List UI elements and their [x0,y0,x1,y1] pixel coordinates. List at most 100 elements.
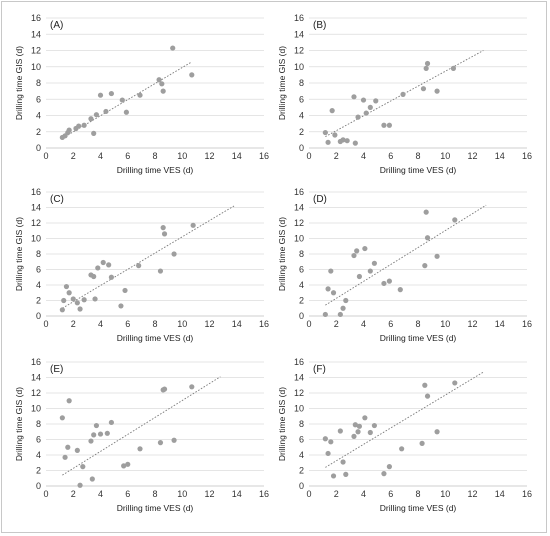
data-point [91,273,97,280]
x-tick-label: 0 [43,151,48,161]
data-point [137,446,143,452]
data-point [160,225,166,231]
data-point [91,130,97,136]
y-axis-label: Drilling time GIS (d) [14,387,24,461]
y-tick-label: 6 [36,435,41,445]
x-tick-label: 0 [306,151,311,161]
data-point [66,398,72,404]
data-point [420,86,427,92]
data-point [88,116,94,122]
trendline [62,61,193,139]
y-tick-label: 14 [31,373,41,383]
data-point [159,81,165,87]
x-tick-label: 16 [522,489,532,499]
data-point [371,260,377,266]
y-tick-label: 16 [294,13,304,23]
x-tick-label: 14 [232,319,242,329]
y-tick-label: 2 [299,127,304,137]
data-point [399,446,405,452]
y-tick-label: 14 [294,203,304,213]
data-point [343,297,349,304]
y-tick-label: 14 [294,373,304,383]
data-point [363,110,369,116]
data-point [104,430,110,436]
data-point [328,439,334,445]
y-tick-label: 0 [36,311,41,321]
x-tick-label: 2 [71,489,76,499]
y-tick-label: 0 [36,481,41,491]
data-point [322,436,328,442]
x-tick-label: 10 [440,489,450,499]
data-point [161,386,168,392]
trendline [325,204,487,306]
data-point [356,423,363,429]
y-tick-label: 2 [299,466,304,476]
data-point [123,109,129,115]
data-point [157,268,164,274]
y-tick-label: 0 [299,143,304,153]
y-tick-label: 12 [294,46,304,56]
y-axis-label: Drilling time GIS (d) [277,217,287,291]
data-point [65,444,71,450]
y-axis-label: Drilling time GIS (d) [14,217,24,291]
x-tick-label: 0 [306,489,311,499]
x-tick-label: 4 [361,151,366,161]
data-point [434,88,440,94]
y-tick-label: 10 [31,234,41,244]
x-tick-label: 14 [495,489,505,499]
data-point [160,88,166,94]
data-point [344,138,350,144]
y-tick-label: 6 [299,94,304,104]
x-tick-label: 14 [232,151,242,161]
data-point [66,290,72,296]
data-point [337,428,343,434]
y-tick-label: 0 [299,481,304,491]
data-point [106,262,112,268]
x-axis-label: Drilling time VES (d) [380,333,457,343]
y-tick-label: 6 [36,265,41,275]
x-tick-label: 0 [306,319,311,329]
data-point [325,139,331,145]
data-point [386,464,392,470]
data-point [322,129,328,136]
data-point [62,454,68,460]
data-point [59,415,65,421]
data-point [108,90,114,97]
y-tick-label: 14 [31,29,41,39]
panel-3: 0 2 4 6 8 10 12 14 16 0 2 4 6 8 10 12 14 16 Drilling time … [14,187,269,343]
data-point [360,97,367,103]
data-point [367,268,373,274]
data-point [424,393,431,399]
data-point [367,429,373,436]
data-point [119,97,125,103]
data-point [354,248,360,254]
data-point [81,122,87,128]
data-point [190,222,196,228]
data-point [61,297,67,304]
y-tick-label: 14 [31,203,41,213]
x-tick-label: 4 [98,489,103,499]
data-point [161,231,168,237]
x-tick-label: 12 [467,319,477,329]
y-axis-label: Drilling time GIS (d) [14,46,24,120]
y-tick-label: 6 [299,265,304,275]
x-tick-label: 16 [522,319,532,329]
panel-6: 0 2 4 6 8 10 12 14 16 0 2 4 6 8 10 12 14 16 Drilling time … [277,357,532,513]
data-point [351,94,357,100]
x-tick-label: 2 [334,489,339,499]
y-tick-label: 16 [31,357,41,367]
x-tick-label: 10 [440,151,450,161]
x-tick-label: 14 [495,319,505,329]
y-tick-label: 12 [294,218,304,228]
data-point [59,307,65,313]
x-tick-label: 2 [334,151,339,161]
data-point [422,382,428,388]
y-tick-label: 12 [294,388,304,398]
data-point [77,482,83,488]
x-tick-label: 12 [467,151,477,161]
data-point [74,447,80,453]
data-point [97,92,104,98]
x-tick-label: 10 [440,319,450,329]
